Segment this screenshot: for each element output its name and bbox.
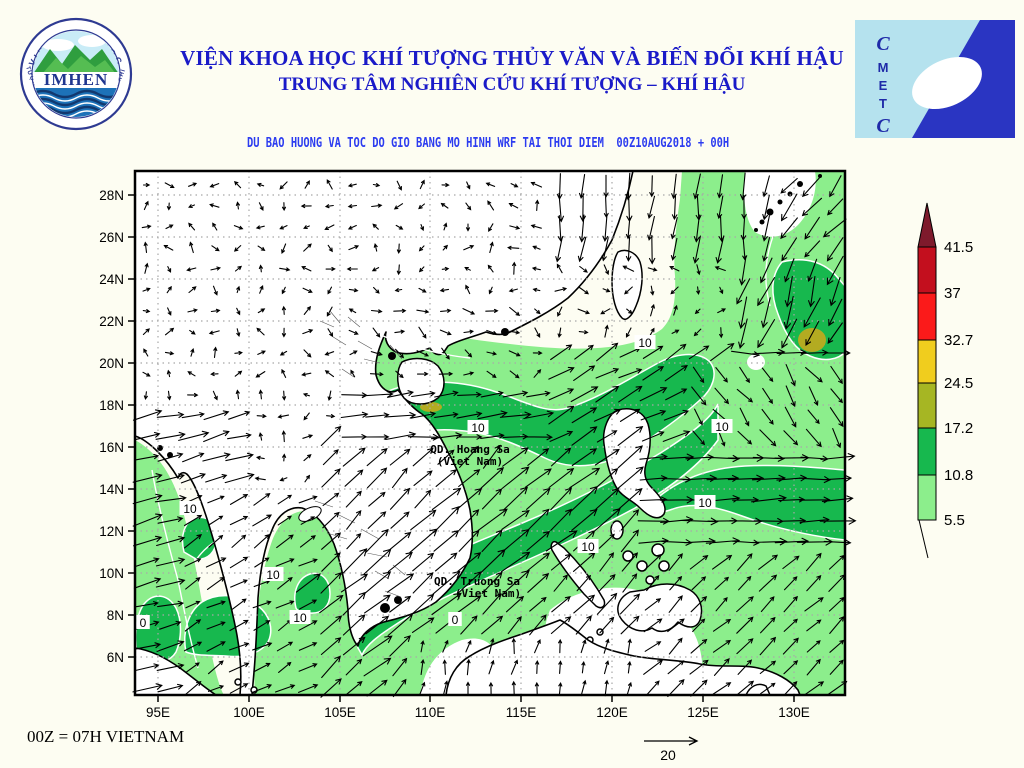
org-title-line1: VIỆN KHOA HỌC KHÍ TƯỢNG THỦY VĂN VÀ BIẾN… bbox=[180, 46, 844, 70]
taiwan-island bbox=[611, 249, 643, 320]
lat-tick-label: 12N bbox=[99, 524, 124, 539]
lon-tick-label: 105E bbox=[324, 705, 356, 720]
contour-label: 0 bbox=[452, 613, 459, 627]
reference-arrow-icon bbox=[644, 736, 699, 746]
svg-text:T: T bbox=[879, 96, 887, 111]
timezone-note: 00Z = 07H VIETNAM bbox=[27, 727, 185, 746]
contour-label: 10 bbox=[471, 421, 485, 435]
wind-speed-legend: 41.5 37 32.7 24.5 17.2 10.8 5.5 bbox=[917, 202, 973, 559]
place-labels: QD. Hoang Sa(Viet Nam)QD. Truong Sa(Viet… bbox=[430, 443, 521, 600]
imhen-abbr: IMHEN bbox=[44, 70, 109, 89]
lat-tick-label: 6N bbox=[107, 650, 124, 665]
cmetc-s-swoosh bbox=[912, 56, 982, 110]
borneo-island bbox=[445, 619, 801, 696]
lon-tick-label: 95E bbox=[146, 705, 170, 720]
lat-tick-label: 16N bbox=[99, 440, 124, 455]
lat-tick-label: 14N bbox=[99, 482, 124, 497]
reference-vector: 20 bbox=[644, 736, 699, 763]
legend-value: 32.7 bbox=[944, 332, 973, 349]
lon-tick-label: 120E bbox=[596, 705, 628, 720]
map-frame bbox=[133, 169, 847, 697]
lon-tick-label: 125E bbox=[687, 705, 719, 720]
contour-value-labels: 10 10 10 10 10 10 10 10 0 0 bbox=[136, 335, 733, 630]
imhen-logo: VIEN KHOA HOC KHÍ TƯỢNG THỦY VĂN VÀ BIẾN… bbox=[15, 10, 133, 131]
lat-tick-label: 10N bbox=[99, 566, 124, 581]
place-label: (Viet Nam) bbox=[455, 587, 521, 600]
cmetc-logo: C M E T C bbox=[855, 20, 1015, 138]
lon-tick-label: 100E bbox=[233, 705, 265, 720]
lat-tick-label: 22N bbox=[99, 314, 124, 329]
legend-value: 5.5 bbox=[944, 512, 965, 529]
place-label: QD. Hoang Sa bbox=[430, 443, 509, 456]
lat-tick-label: 28N bbox=[99, 188, 124, 203]
svg-text:C: C bbox=[876, 33, 890, 55]
ryukyu-islands bbox=[754, 174, 822, 232]
org-title-line2: TRUNG TÂM NGHIÊN CỨU KHÍ TƯỢNG – KHÍ HẬU bbox=[278, 74, 746, 95]
legend-value: 10.8 bbox=[944, 467, 973, 484]
legend-value: 41.5 bbox=[944, 239, 973, 256]
contour-label: 10 bbox=[183, 502, 197, 516]
forecast-subtitle: DU BAO HUONG VA TOC DO GIO BANG MO HINH … bbox=[247, 136, 730, 151]
legend-value: 37 bbox=[944, 285, 961, 302]
lat-tick-label: 8N bbox=[107, 608, 124, 623]
place-label: (Viet Nam) bbox=[437, 455, 503, 468]
contour-label: 10 bbox=[638, 336, 652, 350]
reference-vector-value: 20 bbox=[660, 747, 676, 763]
cmetc-letters: C M E T C bbox=[876, 33, 890, 137]
lon-tick-label: 130E bbox=[778, 705, 810, 720]
lat-tick-label: 24N bbox=[99, 272, 124, 287]
delta-marks bbox=[157, 328, 509, 613]
lon-tick-label: 115E bbox=[506, 705, 537, 720]
contour-label: 10 bbox=[293, 611, 307, 625]
svg-text:C: C bbox=[876, 115, 890, 137]
palawan-island bbox=[550, 540, 606, 609]
contour-label: 10 bbox=[581, 540, 595, 554]
svg-text:E: E bbox=[879, 78, 888, 93]
wind-vectors bbox=[132, 172, 857, 698]
contour-label: 10 bbox=[698, 496, 712, 510]
place-label: QD. Truong Sa bbox=[434, 575, 520, 588]
legend-value: 17.2 bbox=[944, 420, 973, 437]
lat-tick-label: 20N bbox=[99, 356, 124, 371]
lat-tick-label: 18N bbox=[99, 398, 124, 413]
lon-tick-label: 110E bbox=[415, 705, 446, 720]
contour-label: 10 bbox=[715, 420, 729, 434]
lat-tick-label: 26N bbox=[99, 230, 124, 245]
contour-label: 10 bbox=[266, 568, 280, 582]
legend-value: 24.5 bbox=[944, 375, 973, 392]
hainan-island bbox=[397, 357, 445, 405]
svg-text:M: M bbox=[878, 60, 889, 75]
contour-label: 0 bbox=[140, 616, 147, 630]
